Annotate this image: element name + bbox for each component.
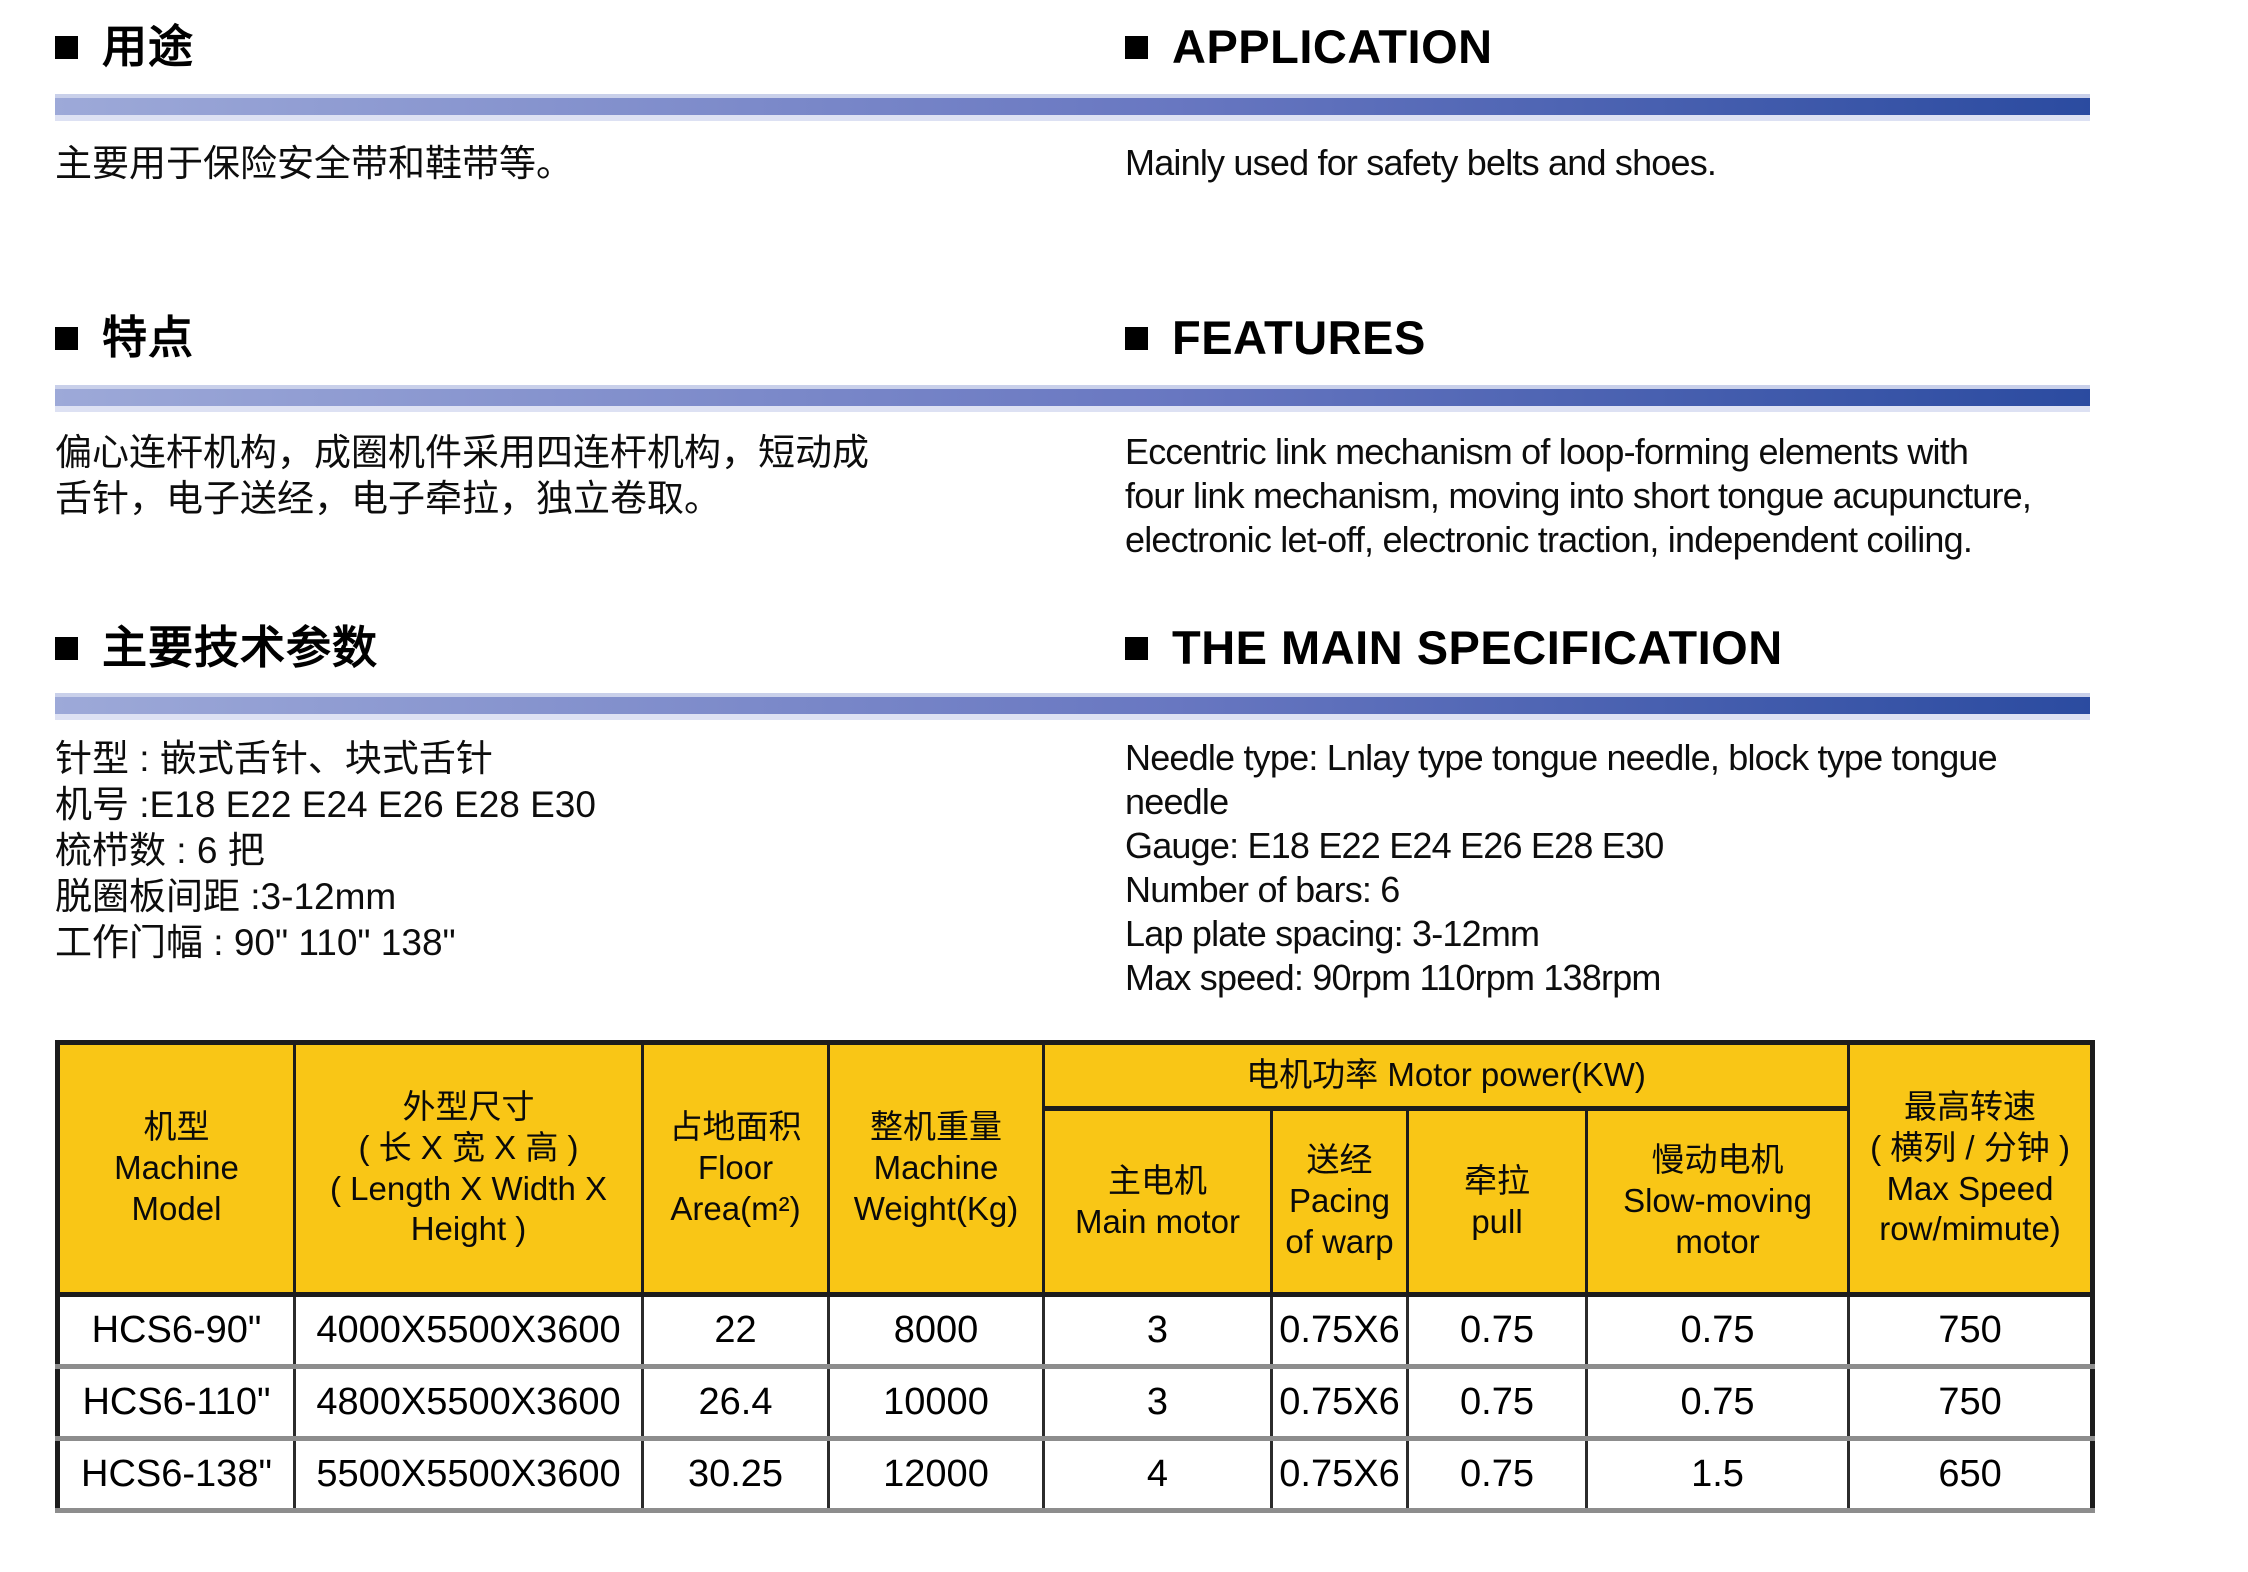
table-row: HCS6-90" 4000X5500X3600 22 8000 3 0.75X6… bbox=[56, 1292, 2095, 1368]
zh-title-text: 主要技术参数 bbox=[102, 622, 379, 673]
zh-section-title: 用途 bbox=[55, 16, 1125, 78]
cell-slow-motor: 0.75 bbox=[1584, 1364, 1851, 1440]
cell-pull: 0.75 bbox=[1406, 1292, 1588, 1368]
bullet-square-icon bbox=[1125, 35, 1148, 59]
zh-section-body: 主要用于保险安全带和鞋带等。 bbox=[55, 143, 573, 184]
en-section-body: Eccentric link mechanism of loop-forming… bbox=[1125, 431, 2032, 560]
section-heading-row: 用途 APPLICATION bbox=[55, 16, 2090, 78]
bullet-square-icon bbox=[55, 35, 78, 59]
zh-section-body: 针型 : 嵌式舌针、块式舌针 机号 :E18 E22 E24 E26 E28 E… bbox=[55, 738, 596, 963]
cell-model: HCS6-110" bbox=[56, 1364, 296, 1440]
bullet-square-icon bbox=[1125, 326, 1148, 350]
cell-model: HCS6-90" bbox=[56, 1292, 296, 1368]
cell-weight: 12000 bbox=[827, 1436, 1045, 1513]
cell-max-speed: 750 bbox=[1847, 1292, 2095, 1368]
cell-pacing: 0.75X6 bbox=[1270, 1292, 1409, 1368]
table-header-row-1: 机型 Machine Model 外型尺寸 ( 长 X 宽 X 高 ) ( Le… bbox=[56, 1041, 2095, 1297]
section-body-row: 偏心连杆机构，成圈机件采用四连杆机构，短动成 舌针，电子送经，电子牵拉，独立卷取… bbox=[55, 430, 2090, 562]
en-section-body: Mainly used for safety belts and shoes. bbox=[1125, 142, 1717, 183]
cell-max-speed: 650 bbox=[1847, 1436, 2095, 1513]
cell-weight: 8000 bbox=[827, 1292, 1045, 1368]
cell-dimensions: 4800X5500X3600 bbox=[293, 1364, 644, 1440]
en-section-title: FEATURES bbox=[1125, 307, 2090, 369]
en-title-text: FEATURES bbox=[1172, 311, 1426, 364]
spec-table: 机型 Machine Model 外型尺寸 ( 长 X 宽 X 高 ) ( Le… bbox=[55, 1040, 2096, 1513]
cell-dimensions: 5500X5500X3600 bbox=[293, 1436, 644, 1513]
en-section-title: APPLICATION bbox=[1125, 16, 2090, 78]
en-section-title: THE MAIN SPECIFICATION bbox=[1125, 617, 2090, 679]
cell-main-motor: 4 bbox=[1042, 1436, 1273, 1513]
section-body-row: 针型 : 嵌式舌针、块式舌针 机号 :E18 E22 E24 E26 E28 E… bbox=[55, 736, 2090, 1000]
zh-section-title: 主要技术参数 bbox=[55, 617, 1125, 679]
header-main-motor: 主电机 Main motor bbox=[1042, 1107, 1273, 1297]
table-header-row-2: 主电机 Main motor 送经 Pacing of warp 牵拉 pull… bbox=[58, 1107, 2093, 1297]
cell-slow-motor: 0.75 bbox=[1584, 1292, 1851, 1368]
en-title-text: APPLICATION bbox=[1172, 20, 1493, 73]
section-divider-bar bbox=[55, 693, 2090, 720]
en-title-text: THE MAIN SPECIFICATION bbox=[1172, 621, 1783, 674]
cell-pull: 0.75 bbox=[1406, 1436, 1588, 1513]
zh-section-title: 特点 bbox=[55, 307, 1125, 369]
section-heading-row: 主要技术参数 THE MAIN SPECIFICATION bbox=[55, 617, 2090, 679]
cell-slow-motor: 1.5 bbox=[1584, 1436, 1851, 1513]
section-divider-bar bbox=[55, 94, 2090, 121]
cell-floor-area: 22 bbox=[641, 1292, 830, 1368]
table-row: HCS6-138" 5500X5500X3600 30.25 12000 4 0… bbox=[56, 1436, 2095, 1513]
zh-title-text: 特点 bbox=[102, 312, 195, 363]
section-body-row: 主要用于保险安全带和鞋带等。 Mainly used for safety be… bbox=[55, 141, 2090, 187]
header-pull: 牵拉 pull bbox=[1406, 1107, 1588, 1297]
en-section-body: Needle type: Lnlay type tongue needle, b… bbox=[1125, 737, 1998, 998]
section-divider-bar bbox=[55, 385, 2090, 412]
section-specification: 主要技术参数 THE MAIN SPECIFICATION 针型 : 嵌式舌针、… bbox=[55, 617, 2090, 1000]
zh-section-body: 偏心连杆机构，成圈机件采用四连杆机构，短动成 舌针，电子送经，电子牵拉，独立卷取… bbox=[55, 432, 869, 519]
cell-max-speed: 750 bbox=[1847, 1364, 2095, 1440]
cell-pacing: 0.75X6 bbox=[1270, 1436, 1409, 1513]
cell-floor-area: 26.4 bbox=[641, 1364, 830, 1440]
cell-pacing: 0.75X6 bbox=[1270, 1364, 1409, 1440]
cell-main-motor: 3 bbox=[1042, 1292, 1273, 1368]
section-application: 用途 APPLICATION 主要用于保险安全带和鞋带等。 Mainly use… bbox=[55, 16, 2090, 187]
cell-pull: 0.75 bbox=[1406, 1364, 1588, 1440]
cell-main-motor: 3 bbox=[1042, 1364, 1273, 1440]
header-machine-model: 机型 Machine Model bbox=[56, 1041, 296, 1297]
cell-weight: 10000 bbox=[827, 1364, 1045, 1440]
header-motor-power-group: 电机功率 Motor power(KW) bbox=[1041, 1041, 1851, 1111]
section-heading-row: 特点 FEATURES bbox=[55, 307, 2090, 369]
header-dimensions: 外型尺寸 ( 长 X 宽 X 高 ) ( Length X Width X He… bbox=[293, 1041, 644, 1297]
bullet-square-icon bbox=[55, 326, 78, 350]
cell-dimensions: 4000X5500X3600 bbox=[293, 1292, 644, 1368]
table-row: HCS6-110" 4800X5500X3600 26.4 10000 3 0.… bbox=[56, 1364, 2095, 1440]
bullet-square-icon bbox=[1125, 636, 1148, 660]
cell-floor-area: 30.25 bbox=[641, 1436, 830, 1513]
header-pacing-of-warp: 送经 Pacing of warp bbox=[1270, 1107, 1409, 1297]
bullet-square-icon bbox=[55, 636, 78, 660]
header-slow-moving-motor: 慢动电机 Slow-moving motor bbox=[1584, 1107, 1851, 1297]
header-machine-weight: 整机重量 Machine Weight(Kg) bbox=[827, 1041, 1045, 1297]
header-max-speed: 最高转速 ( 横列 / 分钟 ) Max Speed row/mimute) bbox=[1847, 1041, 2095, 1297]
zh-title-text: 用途 bbox=[102, 21, 195, 72]
section-features: 特点 FEATURES 偏心连杆机构，成圈机件采用四连杆机构，短动成 舌针，电子… bbox=[55, 307, 2090, 562]
header-floor-area: 占地面积 Floor Area(m²) bbox=[641, 1041, 830, 1297]
cell-model: HCS6-138" bbox=[56, 1436, 296, 1513]
